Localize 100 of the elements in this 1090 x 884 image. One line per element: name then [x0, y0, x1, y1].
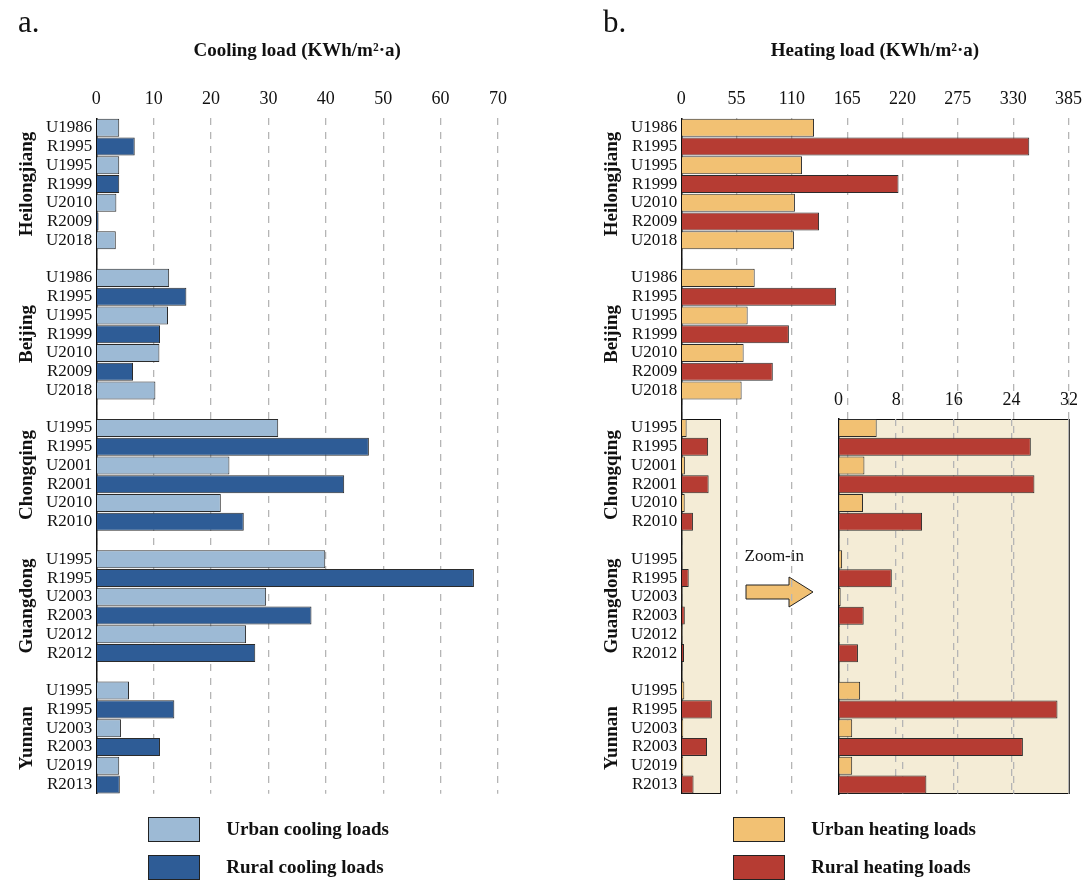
text: Guangdong [15, 558, 37, 654]
x-tick-label: 330 [999, 88, 1027, 109]
y-tick-label: U2018 [631, 379, 678, 399]
y-tick-label: U2019 [631, 755, 678, 775]
y-tick-label: R2009 [46, 361, 93, 381]
x-tick-label: 16 [944, 388, 963, 409]
y-tick-label: U2001 [631, 454, 678, 474]
y-tick-label: U1995 [631, 680, 678, 700]
y-tick-label: R2009 [631, 211, 678, 231]
y-tick-label: R2001 [46, 473, 93, 493]
y-tick-label: U2018 [631, 229, 678, 249]
y-tick-label: U1995 [46, 680, 93, 700]
y-tick-label: R1995 [46, 136, 93, 156]
y-tick-label: R2009 [631, 361, 678, 381]
y-tick-label: R1995 [631, 286, 678, 306]
y-tick-label: R1999 [631, 173, 678, 193]
x-tick-label: 60 [431, 88, 450, 109]
x-tick-label: 55 [727, 88, 746, 109]
y-tick-label: U2001 [46, 454, 93, 474]
x-tick-label: 40 [316, 88, 335, 109]
y-tick-label: U2012 [631, 623, 678, 643]
x-tick-label: 385 [1055, 88, 1082, 109]
legend-label: Rural cooling loads [226, 856, 384, 878]
y-tick-label: U2003 [631, 586, 678, 606]
x-tick-label: 0 [91, 88, 101, 109]
y-tick-label: R1995 [46, 286, 93, 306]
y-tick-label: R1999 [46, 173, 93, 193]
y-tick-label: R1995 [631, 436, 678, 456]
y-tick-label: R2001 [631, 473, 678, 493]
y-tick-label: U2019 [46, 755, 93, 775]
x-tick-label: 0 [676, 88, 686, 109]
y-tick-label: U1995 [631, 548, 678, 568]
x-tick-label: 8 [891, 388, 901, 409]
y-tick-label: R2012 [46, 642, 93, 662]
y-tick-label: R1995 [46, 698, 93, 718]
x-tick-label: 165 [833, 88, 861, 109]
y-tick-label: R1995 [631, 567, 678, 587]
x-tick-label: 32 [1060, 388, 1078, 409]
y-tick-label: R1999 [46, 323, 93, 343]
y-tick-label: U2003 [46, 717, 93, 737]
y-tick-label: U1995 [46, 417, 93, 437]
y-tick-label: R2003 [46, 736, 93, 756]
y-tick-label: R2010 [46, 511, 93, 531]
y-tick-label: U2003 [631, 717, 678, 737]
x-axis-title: Heating load (KWh/m²·a) [770, 39, 980, 62]
y-tick-label: R2013 [631, 773, 678, 793]
y-tick-label: R1999 [631, 323, 678, 343]
y-tick-label: R2013 [46, 773, 93, 793]
y-tick-label: U1995 [631, 417, 678, 437]
text: Heilongjiang [600, 131, 622, 237]
y-tick-label: R1995 [46, 436, 93, 456]
y-tick-label: U1986 [46, 267, 93, 287]
y-tick-label: U1995 [46, 304, 93, 324]
x-tick-label: 275 [944, 88, 972, 109]
legend-label: Urban heating loads [811, 818, 976, 840]
y-tick-label: U2010 [631, 342, 678, 362]
y-tick-label: R2003 [631, 736, 678, 756]
y-tick-label: U1995 [631, 154, 678, 174]
text: Yunnan [600, 705, 622, 770]
y-tick-label: U2010 [46, 492, 93, 512]
y-tick-label: U1995 [46, 548, 93, 568]
y-tick-label: R2009 [46, 211, 93, 231]
y-tick-label: U2010 [46, 342, 93, 362]
y-tick-label: U1986 [631, 117, 678, 137]
y-tick-label: U2003 [46, 586, 93, 606]
y-tick-label: R1995 [631, 136, 678, 156]
text: Heilongjiang [15, 131, 37, 237]
y-tick-label: R2010 [631, 511, 678, 531]
text: Chongqing [15, 429, 37, 520]
y-tick-label: U1986 [46, 117, 93, 137]
y-tick-label: U1995 [46, 154, 93, 174]
x-tick-label: 10 [144, 88, 163, 109]
y-tick-label: U1995 [631, 304, 678, 324]
text: Chongqing [600, 429, 622, 520]
x-tick-label: 110 [778, 88, 806, 109]
x-tick-label: 220 [889, 88, 917, 109]
text: Yunnan [15, 705, 37, 770]
x-tick-label: 30 [259, 88, 278, 109]
y-tick-label: R2003 [631, 605, 678, 625]
y-tick-label: R2003 [46, 605, 93, 625]
y-tick-label: U2018 [46, 229, 93, 249]
y-tick-label: R2012 [631, 642, 678, 662]
annotation: Zoom-in [744, 546, 804, 567]
x-tick-label: 20 [202, 88, 221, 109]
chart-title: b. [603, 4, 627, 40]
x-axis-title: Cooling load (KWh/m²·a) [193, 39, 401, 62]
y-tick-label: R1995 [631, 698, 678, 718]
y-tick-label: U1986 [631, 267, 678, 287]
y-tick-label: U2010 [631, 492, 678, 512]
y-tick-label: U2010 [46, 192, 93, 212]
legend-label: Urban cooling loads [226, 818, 389, 840]
x-tick-label: 24 [1002, 388, 1021, 409]
text: Beijing [15, 305, 37, 364]
chart-title: a. [18, 4, 40, 40]
y-tick-label: U2012 [46, 623, 93, 643]
x-tick-label: 70 [489, 88, 507, 109]
y-tick-label: U2018 [46, 379, 93, 399]
legend-label: Rural heating loads [811, 856, 971, 878]
y-tick-label: U2010 [631, 192, 678, 212]
x-tick-label: 0 [834, 388, 843, 409]
